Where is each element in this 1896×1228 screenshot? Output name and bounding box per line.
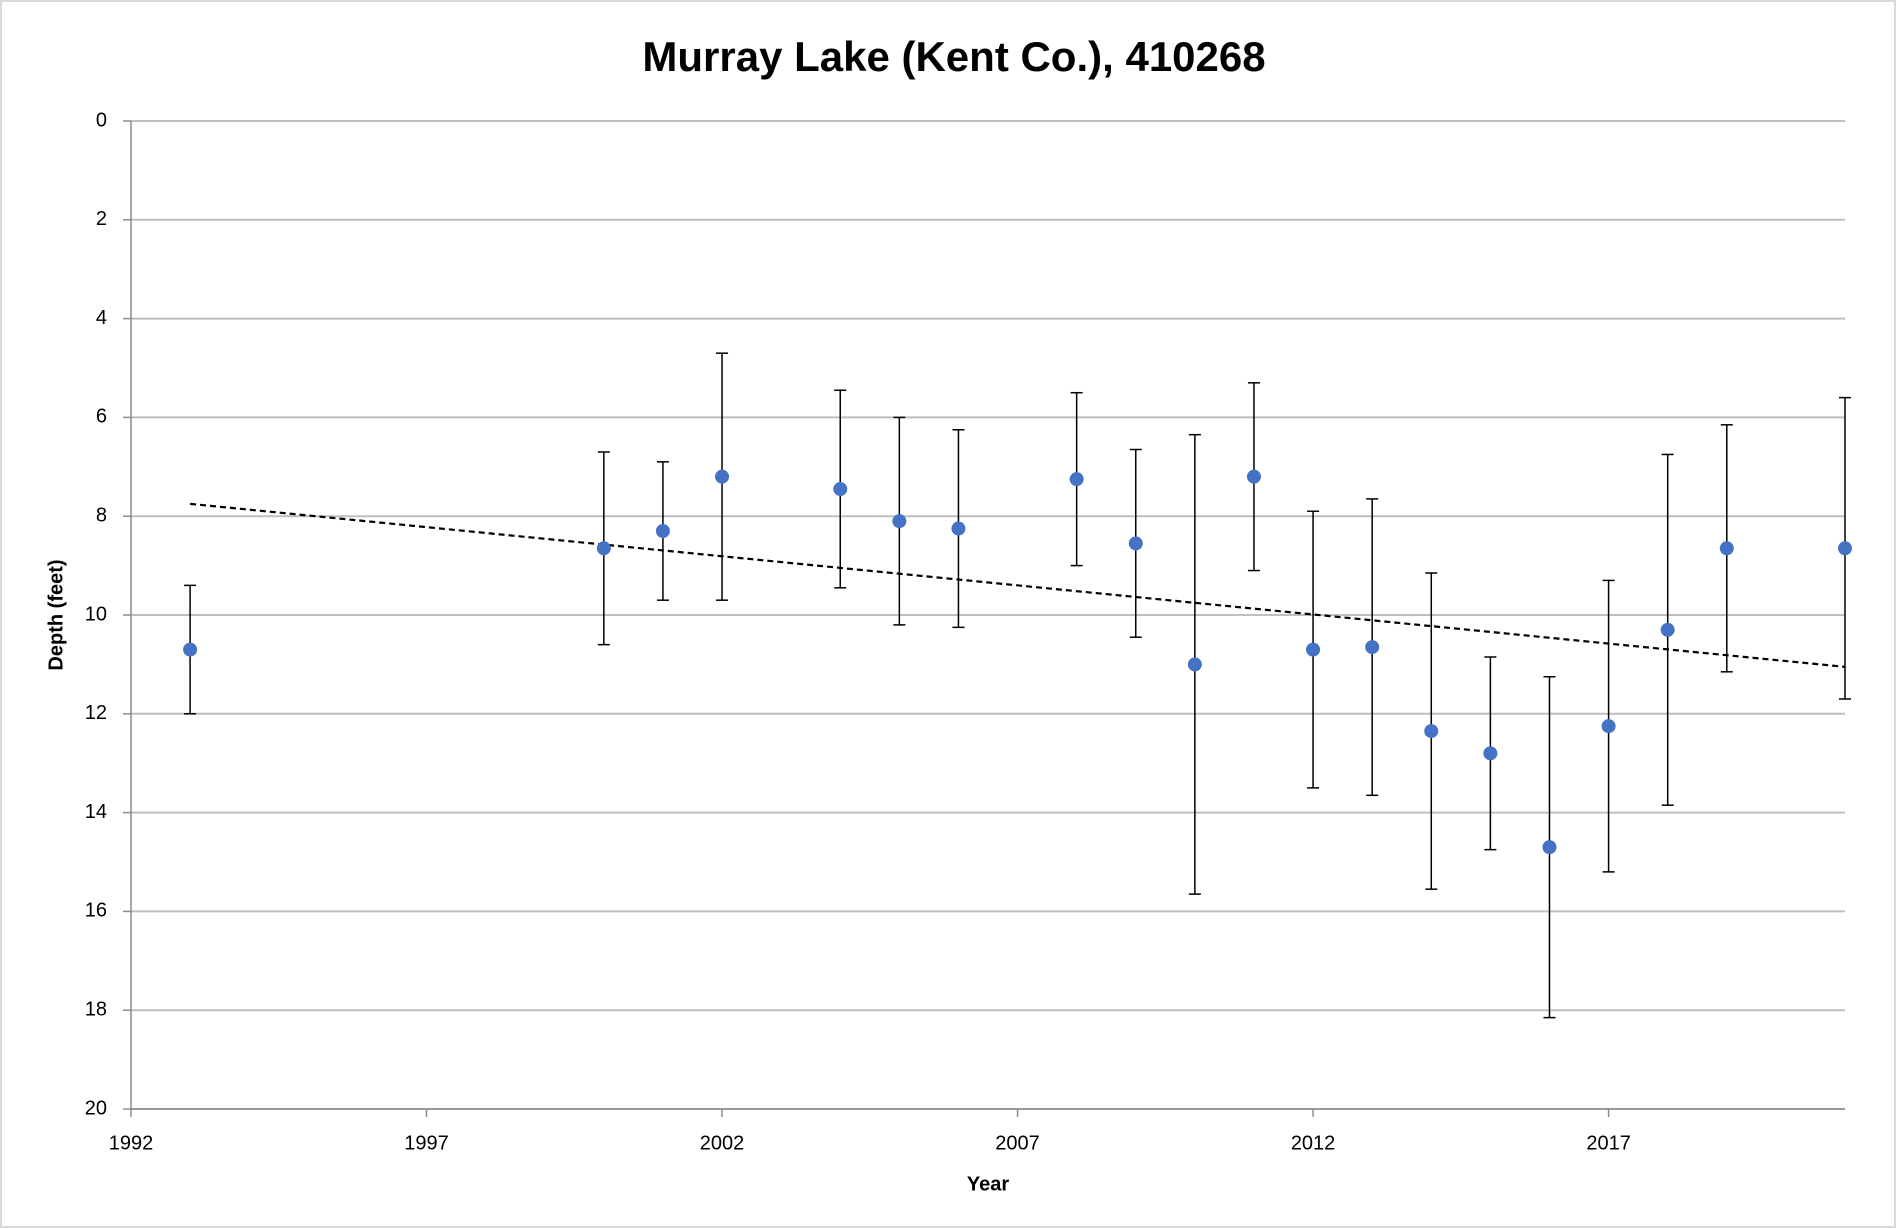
data-point bbox=[951, 521, 966, 536]
y-tick-label: 20 bbox=[85, 1097, 107, 1119]
x-tick-label: 2012 bbox=[1291, 1132, 1336, 1154]
data-point bbox=[892, 514, 907, 529]
data-point bbox=[1069, 472, 1084, 487]
data-point bbox=[1483, 746, 1498, 761]
data-point bbox=[1838, 541, 1852, 556]
y-tick-label: 10 bbox=[85, 603, 107, 625]
trendline bbox=[189, 502, 1846, 668]
y-tick-label: 8 bbox=[96, 504, 107, 526]
data-point bbox=[1365, 640, 1380, 655]
y-tick-label: 12 bbox=[85, 702, 107, 724]
x-tick-label: 2007 bbox=[995, 1132, 1040, 1154]
data-point bbox=[1246, 469, 1261, 484]
chart-title: Murray Lake (Kent Co.), 410268 bbox=[642, 33, 1265, 80]
data-point bbox=[1719, 541, 1734, 556]
data-point bbox=[1660, 622, 1675, 637]
y-tick-label: 2 bbox=[96, 208, 107, 230]
data-point bbox=[833, 482, 848, 497]
x-tick-label: 2002 bbox=[700, 1132, 745, 1154]
y-tick-label: 16 bbox=[85, 900, 107, 922]
y-tick-label: 4 bbox=[96, 307, 107, 329]
x-tick-label: 1992 bbox=[109, 1132, 154, 1154]
data-point bbox=[1187, 657, 1202, 672]
y-tick-label: 18 bbox=[85, 998, 107, 1020]
data-point bbox=[1424, 724, 1439, 739]
y-tick-label: 0 bbox=[96, 109, 107, 131]
data-point bbox=[1542, 840, 1557, 855]
x-axis-title: Year bbox=[967, 1173, 1009, 1195]
data-point bbox=[596, 541, 611, 556]
data-point bbox=[1601, 719, 1616, 734]
data-point bbox=[655, 524, 670, 539]
data-point bbox=[1128, 536, 1143, 551]
data-point bbox=[1306, 642, 1321, 657]
data-point bbox=[715, 469, 730, 484]
x-tick-label: 1997 bbox=[404, 1132, 449, 1154]
y-axis-title: Depth (feet) bbox=[45, 559, 67, 670]
x-tick-label: 2017 bbox=[1586, 1132, 1631, 1154]
y-tick-label: 14 bbox=[85, 801, 107, 823]
y-tick-label: 6 bbox=[96, 406, 107, 428]
data-point bbox=[183, 642, 198, 657]
